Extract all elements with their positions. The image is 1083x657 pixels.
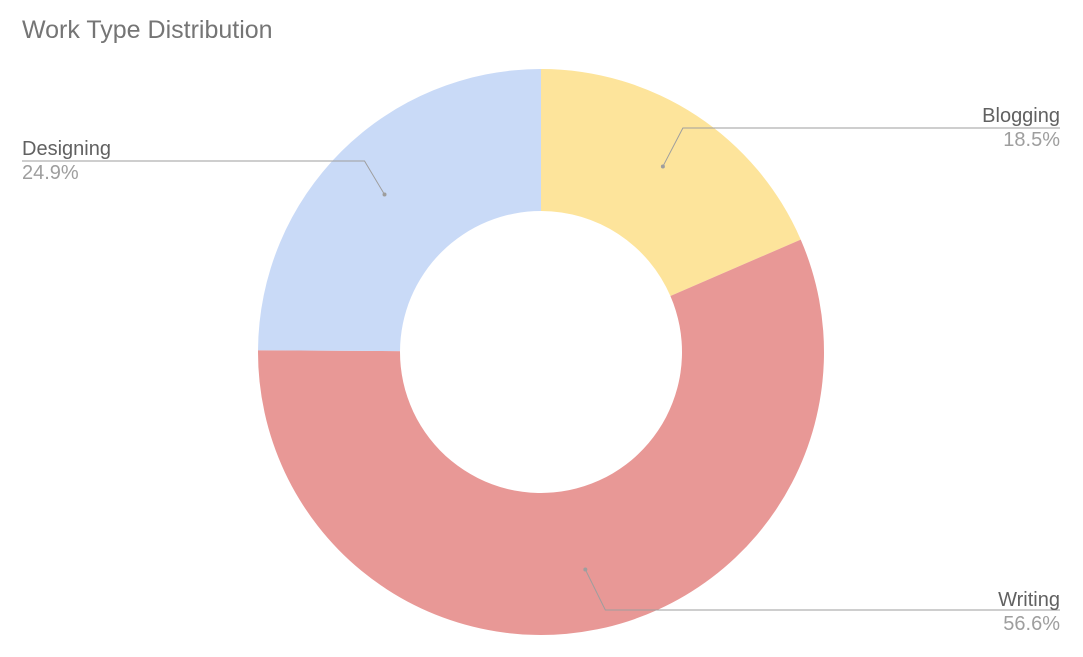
leader-dot: [660, 164, 665, 169]
slice-label-name: Blogging: [982, 105, 1060, 127]
slice-label-name: Writing: [998, 589, 1060, 611]
slice-label-value: 18.5%: [1003, 129, 1060, 151]
leader-dot: [583, 567, 588, 572]
slice-label-value: 24.9%: [22, 162, 79, 184]
slice-designing: [258, 69, 541, 352]
leader-line: [584, 569, 1060, 611]
slice-blogging: [541, 69, 801, 297]
leader-line: [22, 160, 385, 195]
chart-title: Work Type Distribution: [22, 16, 273, 44]
slice-writing: [258, 239, 825, 635]
leader-line: [662, 127, 1060, 167]
slice-label-value: 56.6%: [1003, 613, 1060, 635]
slice-label-name: Designing: [22, 138, 111, 160]
leader-dot: [382, 192, 387, 197]
